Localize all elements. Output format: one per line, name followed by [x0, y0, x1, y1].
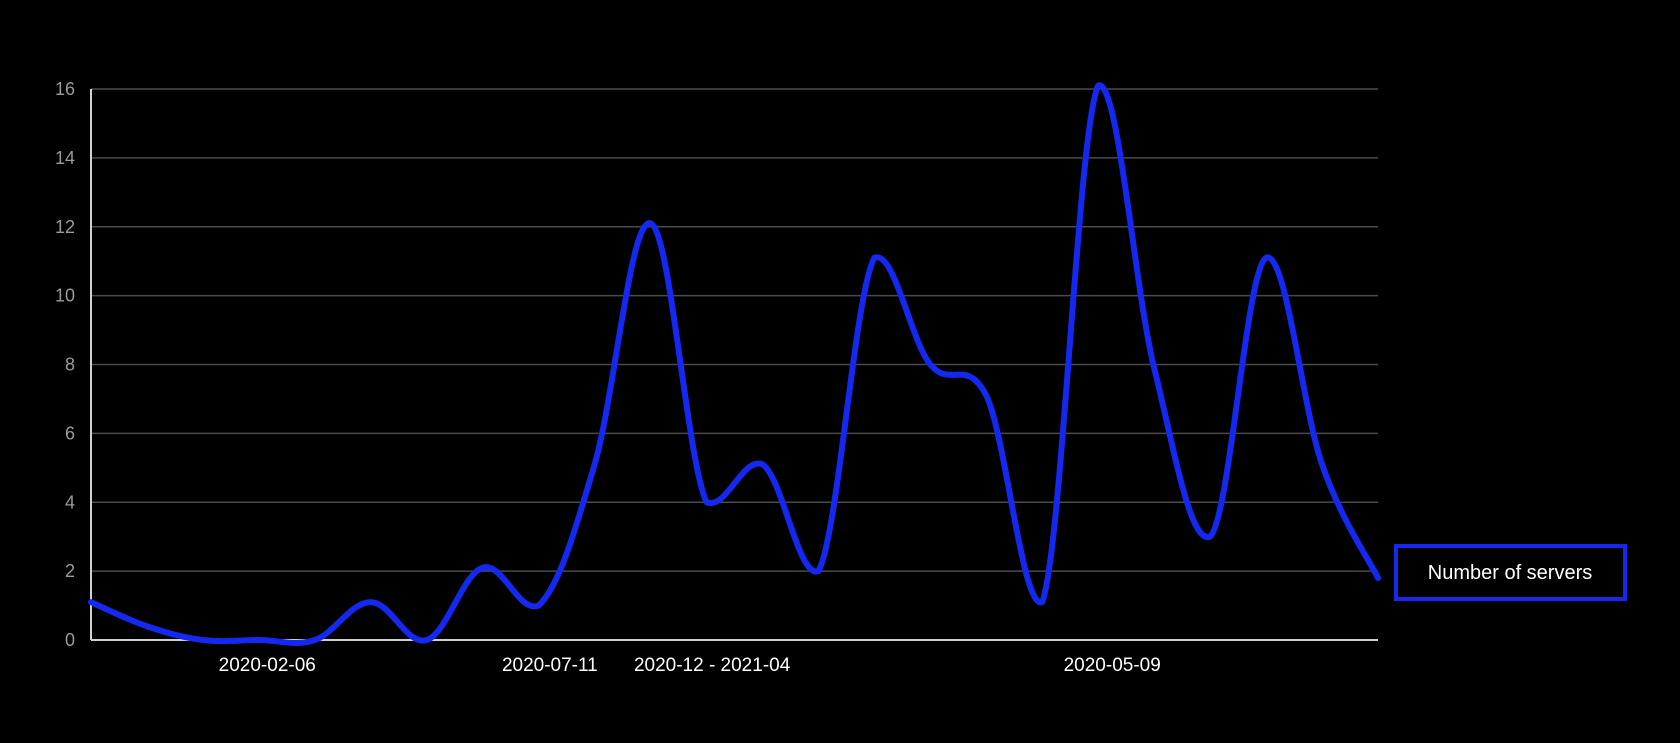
- y-tick-label: 2: [65, 561, 75, 581]
- legend-box: [1394, 544, 1627, 601]
- grid-lines: [91, 88, 1378, 572]
- series-layer: [88, 82, 1381, 646]
- y-tick-label: 0: [65, 630, 75, 650]
- y-tick-label: 16: [55, 79, 75, 99]
- y-tick-label: 6: [65, 423, 75, 443]
- x-tick-label: 2020-12 - 2021-04: [634, 655, 791, 676]
- x-tick-label: 2020-07-11: [502, 655, 598, 676]
- x-tick-label: 2020-02-06: [219, 655, 316, 676]
- series-line-number-of-servers: [88, 82, 1381, 646]
- y-axis-tick-labels: 0 2 4 6 8 10 12 14 16: [55, 79, 75, 650]
- y-tick-label: 4: [65, 492, 75, 512]
- legend: Number of servers: [1394, 544, 1627, 601]
- x-tick-label: 2020-05-09: [1064, 655, 1161, 676]
- y-tick-label: 14: [55, 148, 75, 168]
- x-axis-tick-labels: 2020-02-06 2020-07-11 2020-12 - 2021-04 202…: [219, 655, 1161, 676]
- y-tick-label: 10: [55, 286, 75, 306]
- legend-label: Number of servers: [1428, 562, 1593, 584]
- y-tick-label: 8: [65, 355, 75, 375]
- y-tick-label: 12: [55, 217, 75, 237]
